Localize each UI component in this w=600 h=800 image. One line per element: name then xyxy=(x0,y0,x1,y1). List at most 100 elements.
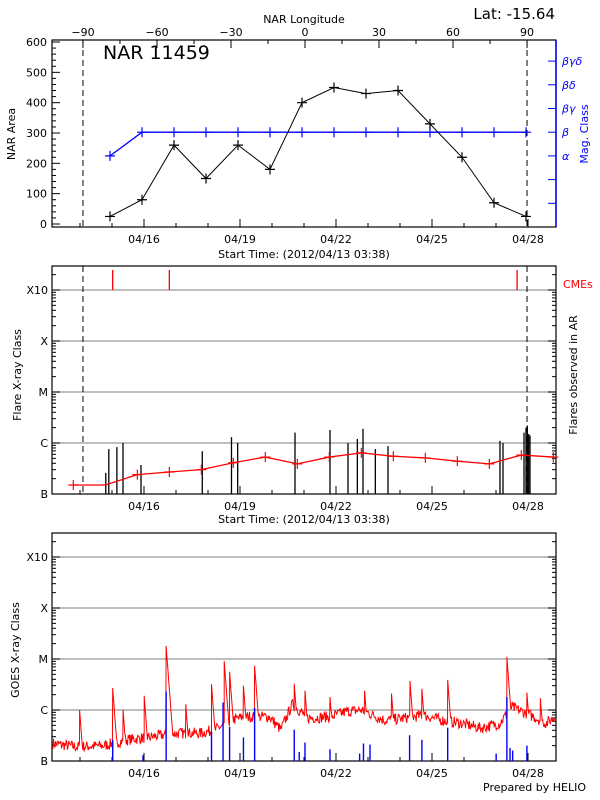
plot-frame xyxy=(51,265,557,495)
x-tick-label: 04/22 xyxy=(320,767,352,780)
x-tick-label: 04/19 xyxy=(224,767,256,780)
y-tick-label: C xyxy=(40,437,48,450)
top-tick-label: −30 xyxy=(219,26,242,39)
top-tick-label: 90 xyxy=(520,26,534,39)
x-tick-label: 04/28 xyxy=(512,500,544,513)
y-tick-label: B xyxy=(40,488,48,501)
right-tick-label: βγδ xyxy=(561,55,583,68)
x-tick-label: 04/16 xyxy=(128,767,160,780)
region-label: NAR 11459 xyxy=(103,42,210,64)
mag-class-point xyxy=(201,127,211,138)
panel-goes: 04/16 04/19 04/22 04/25 04/28 B C M X X10 xyxy=(26,532,557,780)
background-flux-point xyxy=(452,456,463,467)
background-flux-point xyxy=(484,458,495,469)
y-tick-label: 100 xyxy=(26,188,47,201)
goes-long-channel-line xyxy=(52,645,556,752)
top-tick-label: 60 xyxy=(446,26,460,39)
latitude-label: Lat: -15.64 xyxy=(473,5,555,23)
y-tick-label: 400 xyxy=(26,97,47,110)
panel1-right-label: Mag. Class xyxy=(578,104,591,163)
area-point xyxy=(201,173,211,184)
y-tick-label: B xyxy=(40,755,48,768)
y-tick-label: 200 xyxy=(26,157,47,170)
mag-class-point xyxy=(521,127,531,138)
y-tick-label: 500 xyxy=(26,66,47,79)
y-tick-label: 0 xyxy=(40,218,47,231)
y-tick-label: 600 xyxy=(26,36,47,49)
background-flux-point xyxy=(132,469,143,480)
top-tick-label: −90 xyxy=(71,26,94,39)
mag-class-point xyxy=(105,150,115,161)
x-tick-label: 04/22 xyxy=(320,500,352,513)
area-point xyxy=(457,152,467,163)
background-flux-point xyxy=(228,457,239,468)
mag-class-point xyxy=(265,127,275,138)
mag-class-point xyxy=(169,127,179,138)
y-tick-label: 300 xyxy=(26,127,47,140)
y-tick-label: M xyxy=(39,386,49,399)
x-tick-label: 04/16 xyxy=(128,500,160,513)
background-flux-point xyxy=(196,464,207,475)
area-point xyxy=(393,85,403,96)
background-flux-point xyxy=(164,467,175,477)
x-tick-label: 04/16 xyxy=(128,233,160,246)
mag-class-point xyxy=(489,127,499,138)
area-point xyxy=(297,97,307,108)
background-flux-point xyxy=(356,447,367,458)
x-tick-label: 04/28 xyxy=(512,767,544,780)
y-tick-label: X xyxy=(40,602,48,615)
cme-label: CMEs xyxy=(563,278,593,291)
area-point xyxy=(489,197,499,208)
area-point xyxy=(265,164,275,175)
mag-class-point xyxy=(457,127,467,138)
mag-class-point xyxy=(137,127,147,138)
top-tick-label: 30 xyxy=(372,26,386,39)
x-tick-label: 04/19 xyxy=(224,500,256,513)
background-flux-point xyxy=(420,452,431,463)
top-axis-label: NAR Longitude xyxy=(263,13,345,26)
area-line xyxy=(109,86,527,217)
y-tick-label: X xyxy=(40,335,48,348)
panel-flares: 04/16 04/19 04/22 04/25 04/28 B C M X X10 xyxy=(26,265,559,513)
panel1-ylabel: NAR Area xyxy=(5,108,18,160)
mag-class-point xyxy=(329,127,339,138)
panel3-ylabel: GOES X-ray Class xyxy=(9,602,22,698)
mag-class-line xyxy=(109,131,526,157)
area-point xyxy=(329,82,339,93)
plot-frame xyxy=(51,39,557,228)
x-tick-label: 04/19 xyxy=(224,233,256,246)
mag-class-point xyxy=(361,127,371,138)
y-tick-label: M xyxy=(39,653,49,666)
panel2-right-label: Flares observed in AR xyxy=(567,315,580,435)
area-point xyxy=(425,118,435,129)
x-tick-label: 04/28 xyxy=(512,233,544,246)
top-tick-label: −60 xyxy=(145,26,168,39)
background-flux-point xyxy=(324,452,335,463)
area-point xyxy=(233,140,243,151)
background-flux-point xyxy=(548,452,559,463)
panel2-xlabel: Start Time: (2012/04/13 03:38) xyxy=(218,513,390,526)
mag-class-point xyxy=(233,127,243,138)
background-flux-point xyxy=(292,458,303,469)
panel2-ylabel: Flare X-ray Class xyxy=(11,329,24,421)
x-tick-label: 04/22 xyxy=(320,233,352,246)
background-flux-line xyxy=(73,452,554,486)
mag-class-point xyxy=(297,127,307,138)
area-point xyxy=(521,211,531,222)
y-tick-label: X10 xyxy=(26,284,48,297)
area-point xyxy=(361,88,371,99)
mag-class-point xyxy=(393,127,403,138)
right-tick-label: β xyxy=(561,126,569,139)
panel-nar-area: 04/16 04/19 04/22 04/25 04/28010020030040050… xyxy=(26,26,583,246)
area-point xyxy=(137,194,147,205)
x-tick-label: 04/25 xyxy=(416,233,448,246)
area-point xyxy=(169,140,179,151)
background-flux-point xyxy=(388,451,399,462)
top-tick-label: 0 xyxy=(302,26,309,39)
right-tick-label: α xyxy=(562,150,570,163)
footer-credit: Prepared by HELIO xyxy=(483,781,586,794)
y-tick-label: C xyxy=(40,704,48,717)
right-tick-label: βδ xyxy=(561,79,576,92)
panel1-xlabel: Start Time: (2012/04/13 03:38) xyxy=(218,248,390,261)
